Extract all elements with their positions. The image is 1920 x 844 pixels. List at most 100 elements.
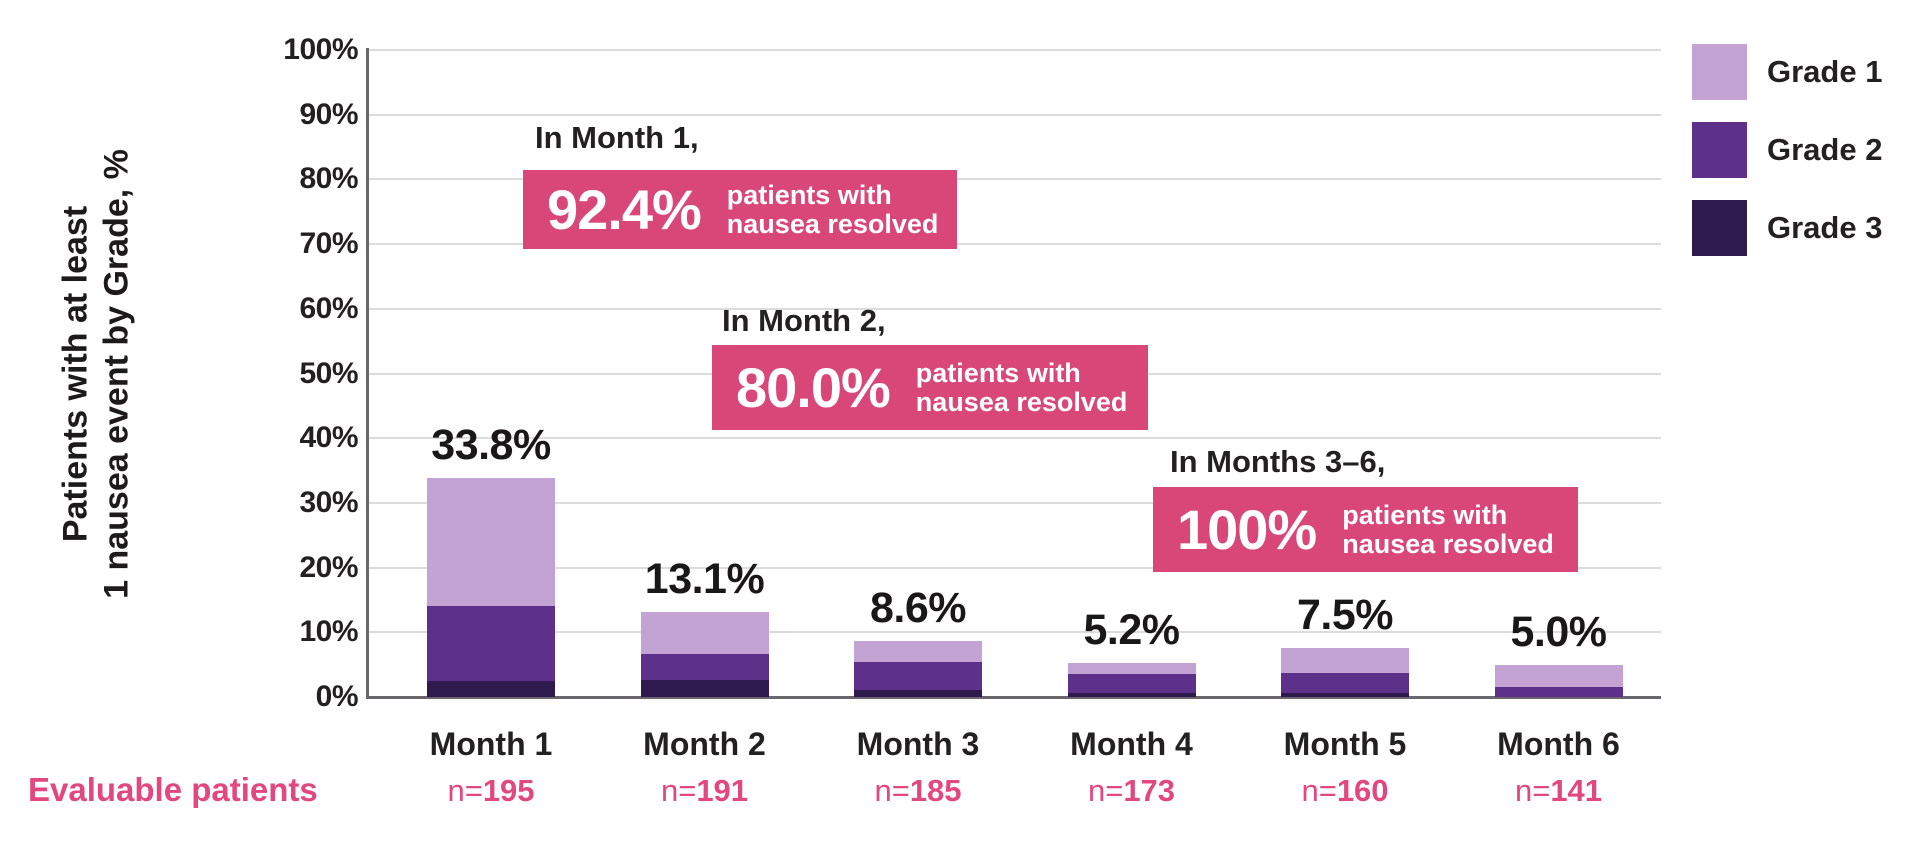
n-prefix: n= (874, 773, 910, 808)
callout-1-value: 92.4% (547, 177, 702, 241)
legend-item-grade-3: Grade 3 (1692, 200, 1882, 256)
bar-total-label: 33.8% (431, 421, 551, 470)
y-axis-title-line1: Patients with at least (56, 205, 95, 543)
callout-1-box: 92.4% patients with nausea resolved (523, 170, 957, 249)
n-value: 141 (1550, 773, 1603, 808)
callout-3-heading: In Months 3–6, (1170, 444, 1386, 479)
y-tick-label: 80% (299, 162, 358, 196)
bar-stack-6 (1494, 664, 1623, 697)
gridline-40 (368, 437, 1661, 440)
callout-1-heading: In Month 1, (535, 120, 699, 155)
x-axis-label: Month 3 (856, 726, 980, 762)
gridline-90 (368, 113, 1661, 116)
y-tick-label: 0% (315, 680, 359, 713)
bar-segment-grade-1 (854, 641, 982, 663)
bar-segment-grade-2 (854, 662, 982, 690)
bar-segment-grade-1 (1494, 664, 1623, 688)
y-axis-line (366, 48, 369, 699)
bar-segment-grade-3 (427, 680, 555, 697)
n-value: 185 (909, 773, 962, 808)
bar-stack-4 (1067, 663, 1196, 697)
legend-label: Grade 1 (1767, 54, 1883, 89)
x-axis-line (366, 696, 1661, 699)
n-prefix: n= (1514, 773, 1551, 808)
bar-segment-grade-1 (1067, 663, 1196, 675)
bar-segment-grade-2 (1281, 673, 1409, 694)
gridline-20 (368, 566, 1661, 569)
callout-2-text: patients with nausea resolved (915, 358, 1128, 417)
n-value: 195 (482, 773, 535, 808)
legend-swatch (1692, 122, 1747, 178)
x-axis-label: Month 1 (429, 726, 553, 762)
y-tick-label: 20% (299, 550, 358, 584)
gridline-30 (368, 501, 1661, 504)
bar-stack-5 (1281, 648, 1409, 697)
n-prefix: n= (1087, 773, 1124, 808)
n-label: n=191 (575, 774, 835, 808)
y-tick-label: 60% (299, 291, 358, 325)
evaluable-patients-label: Evaluable patients (28, 771, 318, 808)
bar-total-label: 8.6% (869, 584, 967, 633)
callout-2-heading: In Month 2, (722, 303, 886, 338)
gridline-60 (368, 307, 1661, 310)
gridline-100 (368, 49, 1661, 51)
bar-segment-grade-3 (854, 689, 982, 697)
gridline-80 (368, 178, 1661, 181)
x-axis-label: Month 5 (1283, 726, 1407, 762)
bar-segment-grade-3 (1067, 693, 1196, 697)
y-tick-label: 40% (299, 421, 358, 455)
bar-segment-grade-3 (640, 679, 769, 697)
callout-3-text: patients with nausea resolved (1342, 500, 1554, 559)
x-axis-label: Month 6 (1497, 726, 1620, 762)
bar-total-label: 7.5% (1296, 591, 1394, 640)
bar-total-label: 5.0% (1510, 607, 1607, 656)
y-axis-title-line2: 1 nausea event by Grade, % (98, 149, 136, 599)
legend-label: Grade 3 (1767, 210, 1883, 245)
n-label: n=173 (1002, 774, 1262, 808)
legend-item-grade-2: Grade 2 (1692, 122, 1882, 178)
n-prefix: n= (660, 773, 697, 808)
y-tick-label: 10% (299, 615, 358, 649)
bar-segment-grade-2 (1067, 674, 1196, 694)
x-axis-label: Month 4 (1070, 726, 1193, 762)
bar-segment-grade-2 (1494, 687, 1623, 697)
legend-swatch (1692, 44, 1747, 100)
bar-segment-grade-2 (427, 605, 555, 681)
bar-stack-2 (640, 612, 769, 697)
n-value: 173 (1123, 773, 1176, 808)
bar-total-label: 5.2% (1083, 606, 1180, 655)
bar-segment-grade-1 (427, 478, 555, 606)
legend-swatch (1692, 200, 1747, 256)
bar-total-label: 13.1% (644, 555, 765, 604)
gridline-70 (368, 243, 1661, 246)
gridline-10 (368, 631, 1661, 634)
x-axis-label: Month 2 (643, 726, 766, 762)
legend-item-grade-1: Grade 1 (1692, 44, 1882, 100)
bar-stack-1 (427, 478, 555, 697)
y-tick-label: 70% (299, 227, 358, 261)
n-prefix: n= (447, 773, 483, 808)
callout-2-box: 80.0% patients with nausea resolved (712, 345, 1148, 430)
bar-segment-grade-1 (640, 612, 769, 655)
y-tick-label: 90% (299, 97, 358, 131)
n-value: 191 (696, 773, 749, 808)
y-tick-label: 30% (299, 485, 358, 519)
n-label: n=185 (788, 774, 1048, 808)
callout-1-text: patients with nausea resolved (726, 180, 939, 239)
y-tick-label: 100% (283, 33, 358, 66)
y-tick-label: 50% (299, 356, 358, 390)
callout-3-value: 100% (1177, 497, 1317, 561)
callout-3-box: 100% patients with nausea resolved (1153, 487, 1578, 572)
n-label: n=195 (361, 774, 621, 808)
bar-stack-3 (854, 641, 982, 697)
n-label: n=160 (1215, 774, 1475, 808)
legend-label: Grade 2 (1767, 132, 1883, 167)
bar-segment-grade-2 (640, 654, 769, 680)
bar-segment-grade-3 (1281, 693, 1409, 697)
n-prefix: n= (1301, 773, 1337, 808)
n-value: 160 (1336, 773, 1389, 808)
bar-segment-grade-1 (1281, 648, 1409, 674)
n-label: n=141 (1429, 774, 1689, 808)
callout-2-value: 80.0% (736, 355, 891, 419)
